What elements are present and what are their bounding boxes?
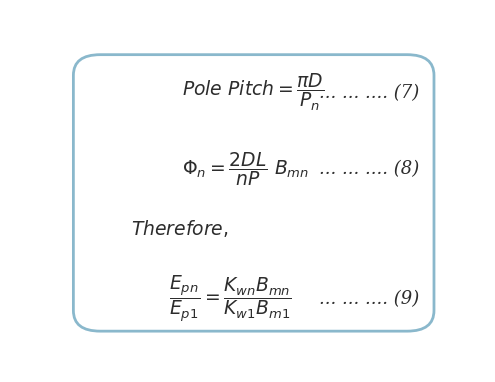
Text: ... ... .... (9): ... ... .... (9) (319, 290, 419, 308)
Text: ... ... .... (7): ... ... .... (7) (319, 84, 419, 102)
Text: ... ... .... (8): ... ... .... (8) (319, 160, 419, 178)
FancyBboxPatch shape (73, 55, 434, 331)
Text: $\dfrac{E_{pn}}{E_{p1}} = \dfrac{K_{wn}B_{mn}}{K_{w1}B_{m1}}$: $\dfrac{E_{pn}}{E_{p1}} = \dfrac{K_{wn}B… (169, 274, 292, 324)
Text: $\Phi_n = \dfrac{2DL}{nP}\ B_{mn}$: $\Phi_n = \dfrac{2DL}{nP}\ B_{mn}$ (183, 151, 309, 188)
Text: $\mathit{Therefore,}$: $\mathit{Therefore,}$ (131, 218, 229, 239)
Text: $\mathit{Pole\ Pitch} = \dfrac{\pi D}{P_n}$: $\mathit{Pole\ Pitch} = \dfrac{\pi D}{P_… (183, 72, 325, 113)
